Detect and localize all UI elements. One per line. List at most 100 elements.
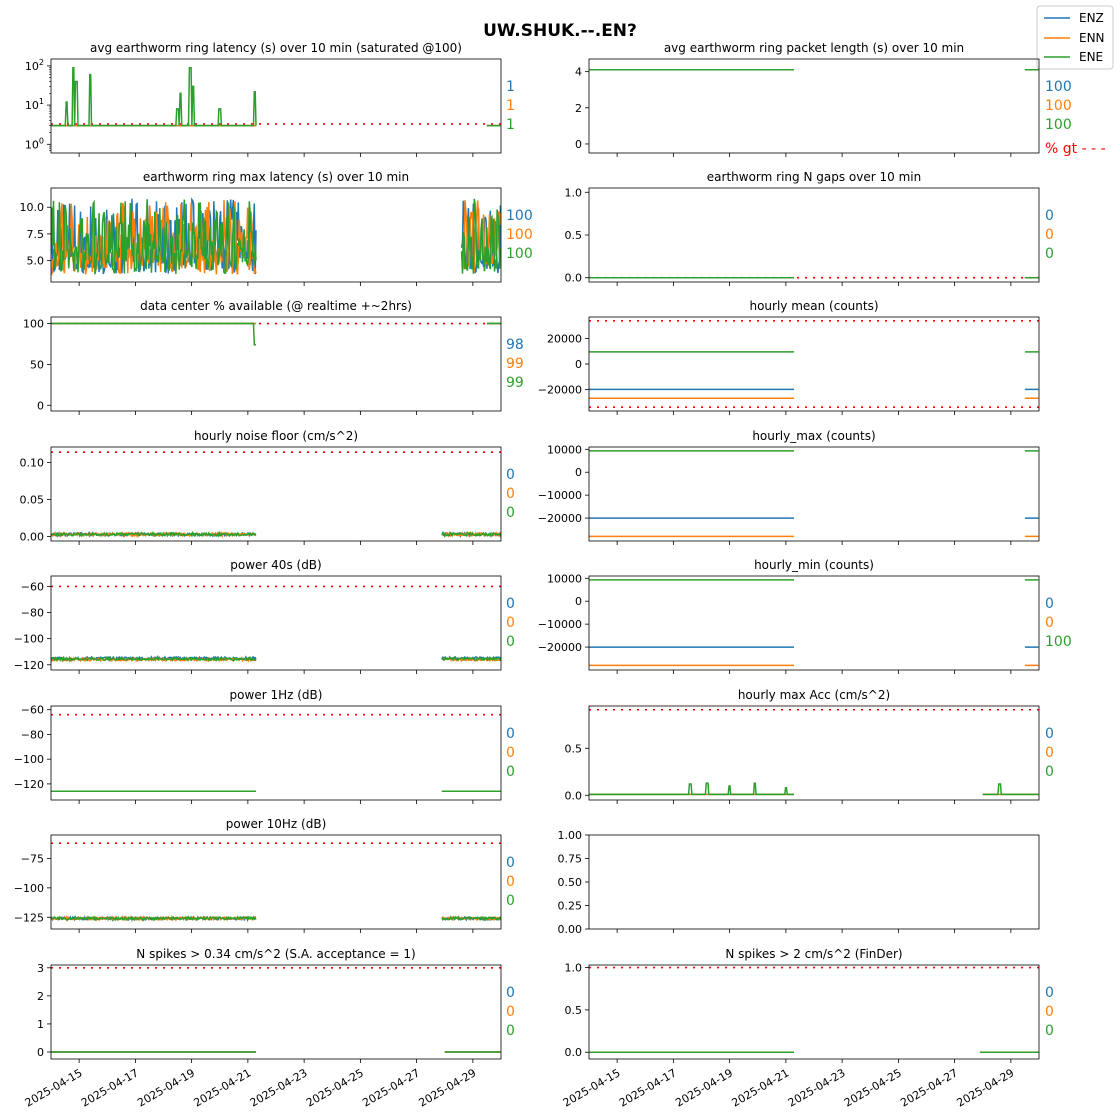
pct-label-ene: 100 <box>1045 634 1072 650</box>
pct-label-enn: 0 <box>1045 615 1054 631</box>
pct-label-ene: 0 <box>1045 764 1054 780</box>
plot-area <box>51 842 501 923</box>
y-tick-label: 0 <box>575 466 582 479</box>
plot-area <box>51 451 501 539</box>
panel-p10: power 1Hz (dB) −120 −100 −80 −60 0 0 0 <box>14 688 515 804</box>
y-tick-label: −80 <box>21 728 44 741</box>
y-tick-label: 0.0 <box>565 272 583 285</box>
panel-p9: hourly_min (counts) −20000 −10000 0 10000 0 0 1… <box>538 558 1072 674</box>
panel-p2: earthworm ring max latency (s) over 10 m… <box>20 170 533 286</box>
panel-title: N spikes > 2 cm/s^2 (FinDer) <box>725 947 902 961</box>
plot-area <box>51 585 501 663</box>
plot-area <box>51 967 501 1053</box>
pct-label-enn: 0 <box>506 1004 515 1020</box>
axes-frame <box>588 964 1040 1060</box>
y-tick-label: 0.50 <box>558 876 583 889</box>
pct-label-enz: 0 <box>1045 726 1054 742</box>
panel-p5: hourly mean (counts) −20000 0 20000 <box>538 299 1040 415</box>
y-tick-label: −120 <box>14 778 44 791</box>
axes-frame <box>588 316 1040 412</box>
pct-label-ene: 0 <box>506 505 515 521</box>
y-tick-label: 10.0 <box>20 201 45 214</box>
y-tick-label: 0.0 <box>565 1046 583 1059</box>
pct-label-ene: 1 <box>506 117 515 133</box>
y-tick-label: −20000 <box>538 641 582 654</box>
y-tick-label: 102 <box>25 58 44 73</box>
axes-frame <box>50 446 502 542</box>
y-tick-label: 0.0 <box>565 789 583 802</box>
y-tick-label: −80 <box>21 607 44 620</box>
panel-p11: hourly max Acc (cm/s^2) 0.0 0.5 0 0 0 <box>565 688 1054 804</box>
y-tick-label: 4 <box>575 66 582 79</box>
pct-label-enn: 0 <box>506 486 515 502</box>
series-ene <box>51 322 501 346</box>
pct-label-enn: 99 <box>506 356 524 372</box>
panel-p4: data center % available (@ realtime +~2h… <box>23 299 524 415</box>
panel-title: data center % available (@ realtime +~2h… <box>140 299 412 313</box>
y-tick-label: 5.0 <box>27 255 45 268</box>
pct-label-enn: 100 <box>1045 98 1072 114</box>
pct-label-enz: 0 <box>506 985 515 1001</box>
pct-label-enz: 0 <box>1045 985 1054 1001</box>
y-tick-label: 0.00 <box>558 923 583 936</box>
pct-label-ene: 0 <box>506 634 515 650</box>
panel-title: hourly mean (counts) <box>749 299 878 313</box>
plot-area <box>51 322 501 346</box>
pct-label-ene: 0 <box>506 1023 515 1039</box>
panel-p7: hourly_max (counts) −20000 −10000 0 10000 <box>538 429 1040 545</box>
pct-label-ene: 99 <box>506 375 524 391</box>
pct-label-ene: 0 <box>506 764 515 780</box>
plot-area <box>589 966 1039 1053</box>
panel-title: hourly max Acc (cm/s^2) <box>738 688 890 702</box>
y-tick-label: −10000 <box>538 489 582 502</box>
y-tick-label: 0 <box>575 358 582 371</box>
plot-area <box>51 197 501 276</box>
axes-frame <box>588 705 1040 801</box>
y-tick-label: 10000 <box>547 443 582 456</box>
axes-frame <box>50 575 502 671</box>
figure-title: UW.SHUK.--.EN? <box>483 21 637 41</box>
series-ene <box>589 782 1039 796</box>
panel-p3: earthworm ring N gaps over 10 min 0.0 0.5 1… <box>565 170 1054 286</box>
y-tick-label: 2 <box>575 102 582 115</box>
pct-label-enn: 1 <box>506 98 515 114</box>
y-tick-label: 1 <box>37 1018 44 1031</box>
pct-label-ene: 0 <box>1045 1023 1054 1039</box>
y-tick-label: −20000 <box>538 512 582 525</box>
legend-label-ene: ENE <box>1079 50 1103 64</box>
pct-label-enn: 0 <box>506 874 515 890</box>
pct-label-ene: 100 <box>506 246 533 262</box>
plot-area <box>51 66 501 127</box>
legend-label-enn: ENN <box>1079 31 1105 45</box>
pct-label-enz: 0 <box>506 726 515 742</box>
pct-label-enn: 0 <box>1045 745 1054 761</box>
series-ene <box>51 655 501 663</box>
pct-label-enz: 0 <box>506 855 515 871</box>
y-tick-label: 100 <box>23 318 44 331</box>
pct-label-enn: 100 <box>506 227 533 243</box>
panel-p12: power 10Hz (dB) −125 −100 −75 0 0 0 <box>14 817 515 933</box>
y-tick-label: 0 <box>575 595 582 608</box>
plot-area <box>589 579 1039 667</box>
pct-label-enz: 0 <box>506 596 515 612</box>
panel-title: hourly_max (counts) <box>752 429 875 443</box>
y-tick-label: −75 <box>21 853 44 866</box>
y-tick-label: 0.75 <box>558 853 583 866</box>
axes-frame <box>50 964 502 1060</box>
pct-label-enn: 0 <box>1045 1004 1054 1020</box>
series-ene <box>51 66 501 127</box>
y-tick-label: −100 <box>14 882 44 895</box>
panel-title: avg earthworm ring packet length (s) ove… <box>664 41 964 55</box>
pct-label-enz: 98 <box>506 337 524 353</box>
y-tick-label: 0.10 <box>20 457 45 470</box>
panel-title: earthworm ring N gaps over 10 min <box>707 170 921 184</box>
plot-area <box>51 713 501 793</box>
y-tick-label: 0 <box>575 138 582 151</box>
y-tick-label: 2 <box>37 990 44 1003</box>
legend-label-enz: ENZ <box>1079 11 1104 25</box>
y-tick-label: 20000 <box>547 333 582 346</box>
axes-frame <box>50 58 502 154</box>
y-tick-label: 1.00 <box>558 829 583 842</box>
panel-title: power 10Hz (dB) <box>226 817 327 831</box>
